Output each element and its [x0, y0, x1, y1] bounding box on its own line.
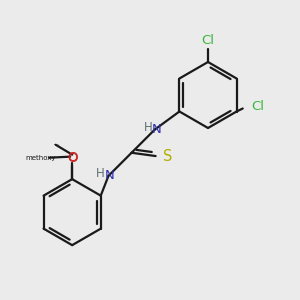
- Text: H: H: [144, 121, 153, 134]
- Text: N: N: [105, 169, 114, 182]
- Text: Cl: Cl: [202, 34, 214, 47]
- Text: O: O: [67, 152, 77, 165]
- Text: methoxy: methoxy: [49, 157, 55, 158]
- Text: methoxy: methoxy: [54, 143, 60, 145]
- Text: N: N: [152, 123, 161, 136]
- Text: Cl: Cl: [251, 100, 264, 113]
- Text: O: O: [67, 151, 77, 164]
- Text: methoxy: methoxy: [26, 155, 56, 161]
- Text: H: H: [96, 167, 105, 180]
- Text: S: S: [163, 148, 172, 164]
